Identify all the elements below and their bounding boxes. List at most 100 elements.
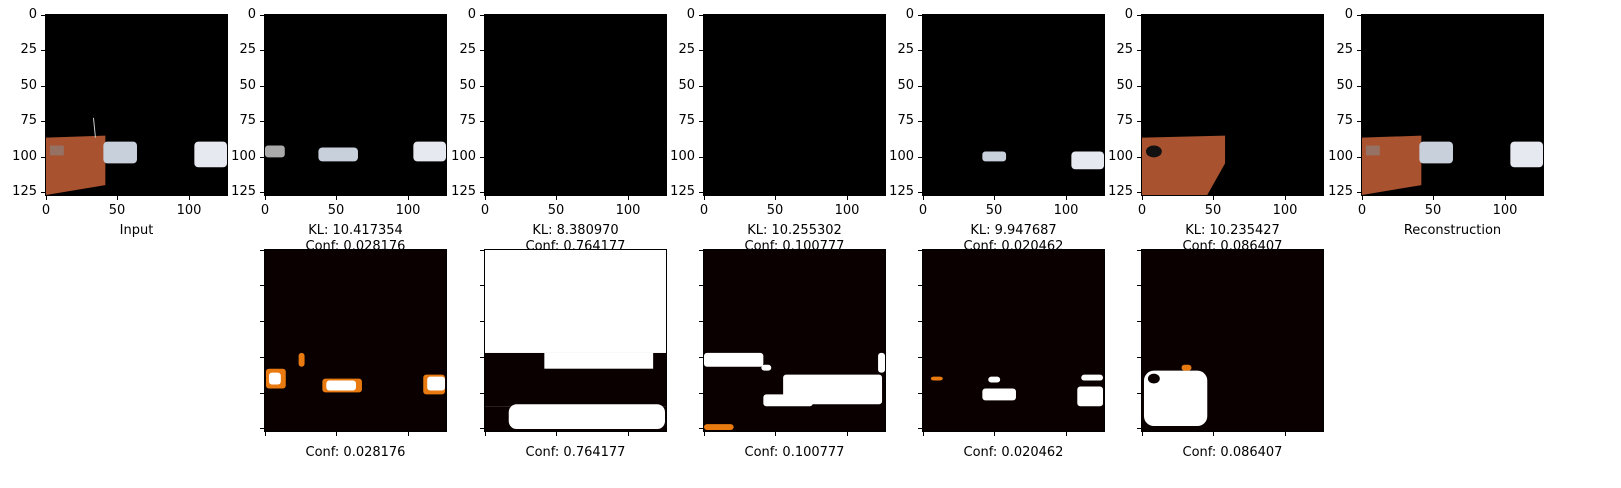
x-tick-mark [336,196,337,200]
y-tick-mark [1137,15,1141,16]
y-tick-mark [480,86,484,87]
y-tick-label: 50 [1116,78,1133,93]
y-tick-mark [480,157,484,158]
y-tick-mark [699,192,703,193]
y-tick-label: 0 [905,7,914,22]
x-tick-mark [923,432,924,436]
y-tick-label: 125 [1108,184,1133,199]
x-tick-mark [556,432,557,436]
x-tick-label: 0 [1357,203,1367,218]
y-tick-mark [699,321,703,322]
x-tick-label: 0 [699,203,709,218]
x-tick-label: 50 [766,203,784,218]
y-tick-label: 75 [897,113,914,128]
x-tick-mark [1213,196,1214,200]
y-tick-label: 50 [1336,78,1353,93]
y-tick-mark [41,157,45,158]
conf-caption: Conf: 0.028176 [305,445,406,460]
kl-label: KL: 10.255302 [747,223,842,238]
y-tick-mark [699,121,703,122]
x-tick-label: 50 [108,203,126,218]
y-tick-label: 50 [20,78,37,93]
x-tick-label: 100 [615,203,641,218]
x-tick-label: 50 [1204,203,1222,218]
y-tick-mark [260,428,264,429]
y-tick-mark [260,86,264,87]
y-tick-mark [1137,192,1141,193]
x-tick-mark [336,432,337,436]
y-tick-label: 125 [451,184,476,199]
kl-label: KL: 8.380970 [532,223,619,238]
conf-caption: Conf: 0.100777 [744,445,845,460]
x-tick-mark [923,196,924,200]
conf-label: Conf: 0.764177 [525,240,626,249]
y-tick-label: 75 [20,113,37,128]
y-tick-label: 25 [1336,42,1353,57]
y-tick-mark [1137,321,1141,322]
y-tick-label: 75 [1336,113,1353,128]
y-tick-label: 0 [1344,7,1353,22]
x-tick-mark [1213,432,1214,436]
y-tick-mark [1357,121,1361,122]
x-tick-mark [994,196,995,200]
y-tick-label: 0 [686,7,695,22]
x-tick-mark [1505,196,1506,200]
y-tick-mark [918,15,922,16]
x-tick-label: 0 [41,203,51,218]
y-tick-label: 100 [451,149,476,164]
y-tick-mark [480,192,484,193]
top-image-panel [45,14,228,196]
x-tick-mark [1142,432,1143,436]
y-tick-label: 100 [1328,149,1353,164]
confidence-heatmap [484,249,667,432]
x-tick-label: 100 [1053,203,1079,218]
y-tick-mark [699,250,703,251]
y-tick-mark [480,250,484,251]
y-tick-label: 125 [231,184,256,199]
y-tick-mark [918,157,922,158]
confidence-heatmap [703,249,886,432]
y-tick-mark [260,15,264,16]
conf-caption: Conf: 0.020462 [963,445,1064,460]
x-tick-mark [847,196,848,200]
top-image-panel [703,14,886,196]
y-tick-mark [918,393,922,394]
x-tick-label: 0 [1137,203,1147,218]
y-tick-mark [918,121,922,122]
kl-label: KL: 10.235427 [1185,223,1280,238]
x-tick-mark [556,196,557,200]
y-tick-mark [918,428,922,429]
y-tick-mark [1357,86,1361,87]
y-tick-label: 25 [1116,42,1133,57]
y-tick-mark [260,357,264,358]
y-tick-mark [260,285,264,286]
y-tick-mark [1137,428,1141,429]
y-tick-mark [1137,357,1141,358]
y-tick-label: 0 [467,7,476,22]
y-tick-mark [1357,50,1361,51]
y-tick-mark [918,250,922,251]
y-tick-mark [918,86,922,87]
y-tick-label: 100 [231,149,256,164]
y-tick-label: 25 [459,42,476,57]
kl-label: KL: 10.417354 [308,223,403,238]
x-tick-label: 0 [480,203,490,218]
top-image-panel [1141,14,1324,196]
y-tick-mark [699,357,703,358]
conf-caption: Conf: 0.086407 [1182,445,1283,460]
y-tick-mark [480,321,484,322]
x-tick-mark [775,196,776,200]
x-tick-label: 100 [395,203,421,218]
y-tick-mark [1137,157,1141,158]
top-image-panel [922,14,1105,196]
x-tick-mark [1285,432,1286,436]
y-tick-mark [480,428,484,429]
y-tick-label: 0 [28,7,37,22]
y-tick-label: 125 [670,184,695,199]
y-tick-label: 100 [889,149,914,164]
y-tick-label: 25 [239,42,256,57]
y-tick-label: 125 [889,184,914,199]
y-tick-mark [1137,121,1141,122]
conf-label: Conf: 0.086407 [1182,240,1283,249]
y-tick-mark [1137,285,1141,286]
